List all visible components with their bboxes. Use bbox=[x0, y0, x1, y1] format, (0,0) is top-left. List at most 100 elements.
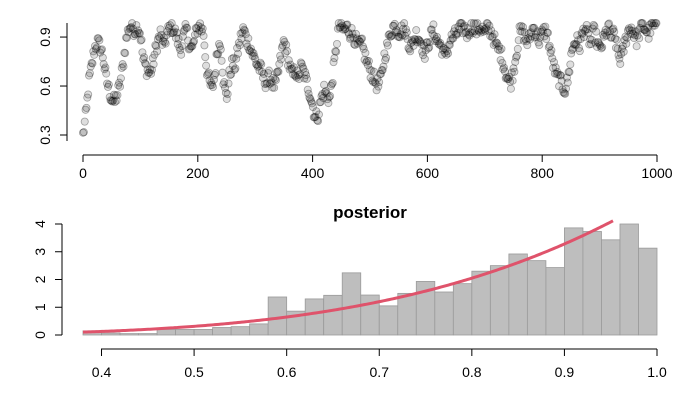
trace-point bbox=[533, 27, 542, 36]
histogram-bar bbox=[471, 270, 491, 336]
histogram-bar bbox=[101, 332, 121, 336]
trace-point bbox=[173, 40, 182, 49]
trace-point bbox=[301, 71, 310, 80]
trace-point bbox=[443, 47, 452, 56]
trace-point bbox=[349, 33, 358, 42]
trace-point bbox=[315, 98, 324, 107]
trace-point bbox=[582, 20, 591, 29]
trace-point bbox=[184, 45, 193, 54]
trace-point bbox=[544, 43, 553, 52]
trace-point bbox=[393, 28, 402, 37]
trace-point bbox=[110, 98, 119, 107]
trace-point bbox=[348, 29, 357, 38]
trace-point bbox=[298, 62, 307, 71]
trace-point bbox=[594, 38, 603, 47]
trace-point bbox=[179, 27, 188, 36]
trace-point bbox=[273, 67, 282, 76]
trace-point bbox=[280, 38, 289, 47]
posterior-y-ticks: 0 1 2 3 4 bbox=[32, 220, 62, 339]
trace-point bbox=[333, 24, 342, 33]
trace-point bbox=[402, 28, 411, 37]
trace-point bbox=[611, 34, 620, 43]
trace-point bbox=[252, 60, 261, 69]
trace-point bbox=[400, 19, 409, 28]
trace-point bbox=[182, 23, 191, 32]
trace-point bbox=[438, 50, 447, 59]
trace-point bbox=[523, 41, 532, 50]
trace-point bbox=[139, 55, 148, 64]
trace-point bbox=[542, 34, 551, 43]
trace-point bbox=[238, 28, 247, 37]
trace-point bbox=[97, 45, 106, 54]
trace-point bbox=[193, 29, 202, 38]
trace-point bbox=[262, 79, 271, 88]
trace-point bbox=[562, 84, 571, 93]
trace-point bbox=[219, 80, 228, 89]
trace-point bbox=[465, 31, 474, 40]
trace-y-tick-label: 0.9 bbox=[37, 27, 53, 47]
histogram-bar bbox=[397, 292, 417, 336]
trace-point bbox=[599, 30, 608, 39]
trace-point bbox=[545, 41, 554, 50]
posterior-x-tick-label: 0.4 bbox=[92, 364, 112, 380]
trace-point bbox=[281, 48, 290, 57]
histogram-bar bbox=[156, 329, 176, 336]
trace-point bbox=[624, 24, 633, 33]
histogram-bar bbox=[638, 247, 658, 336]
trace-point bbox=[440, 48, 449, 57]
trace-point bbox=[211, 69, 220, 78]
trace-point bbox=[203, 69, 212, 78]
trace-point bbox=[225, 65, 234, 74]
trace-point bbox=[153, 47, 162, 56]
trace-point bbox=[113, 91, 122, 100]
trace-point bbox=[184, 36, 193, 45]
trace-point bbox=[264, 66, 273, 75]
trace-point bbox=[183, 24, 192, 33]
trace-point bbox=[143, 65, 152, 74]
trace-point bbox=[535, 41, 544, 50]
trace-point bbox=[590, 22, 599, 31]
trace-point bbox=[150, 50, 159, 59]
trace-point bbox=[373, 74, 382, 83]
trace-point bbox=[473, 19, 482, 28]
trace-point bbox=[506, 77, 515, 86]
trace-point bbox=[500, 63, 509, 72]
trace-point bbox=[151, 41, 160, 50]
trace-point bbox=[382, 38, 391, 47]
trace-point bbox=[609, 24, 618, 33]
trace-point bbox=[645, 20, 654, 29]
trace-point bbox=[458, 29, 467, 38]
trace-point bbox=[141, 60, 150, 69]
posterior-y-tick-label: 1 bbox=[32, 303, 48, 311]
trace-point bbox=[403, 35, 412, 44]
trace-point bbox=[487, 33, 496, 42]
trace-point bbox=[347, 23, 356, 32]
trace-point bbox=[567, 49, 576, 58]
trace-point bbox=[209, 75, 218, 84]
trace-point bbox=[384, 31, 393, 40]
trace-point bbox=[247, 47, 256, 56]
trace-point bbox=[148, 54, 157, 63]
trace-point bbox=[487, 26, 496, 35]
trace-point bbox=[277, 43, 286, 52]
trace-point bbox=[244, 34, 253, 43]
trace-point bbox=[178, 42, 187, 51]
trace-point bbox=[344, 28, 353, 37]
trace-point bbox=[116, 82, 125, 91]
trace-point bbox=[505, 72, 514, 81]
trace-x-tick-label: 800 bbox=[531, 165, 555, 181]
trace-point bbox=[152, 42, 161, 51]
trace-point bbox=[198, 24, 207, 33]
trace-point bbox=[459, 22, 468, 31]
trace-point bbox=[197, 27, 206, 36]
trace-point bbox=[121, 49, 130, 58]
trace-point bbox=[134, 26, 143, 35]
trace-point bbox=[614, 51, 623, 60]
trace-point bbox=[89, 47, 98, 56]
trace-point bbox=[586, 40, 595, 49]
trace-point bbox=[603, 27, 612, 36]
trace-point bbox=[346, 33, 355, 42]
posterior-x-ticks: 0.4 0.5 0.6 0.7 0.8 0.9 1.0 bbox=[92, 349, 667, 380]
trace-point bbox=[103, 82, 112, 91]
